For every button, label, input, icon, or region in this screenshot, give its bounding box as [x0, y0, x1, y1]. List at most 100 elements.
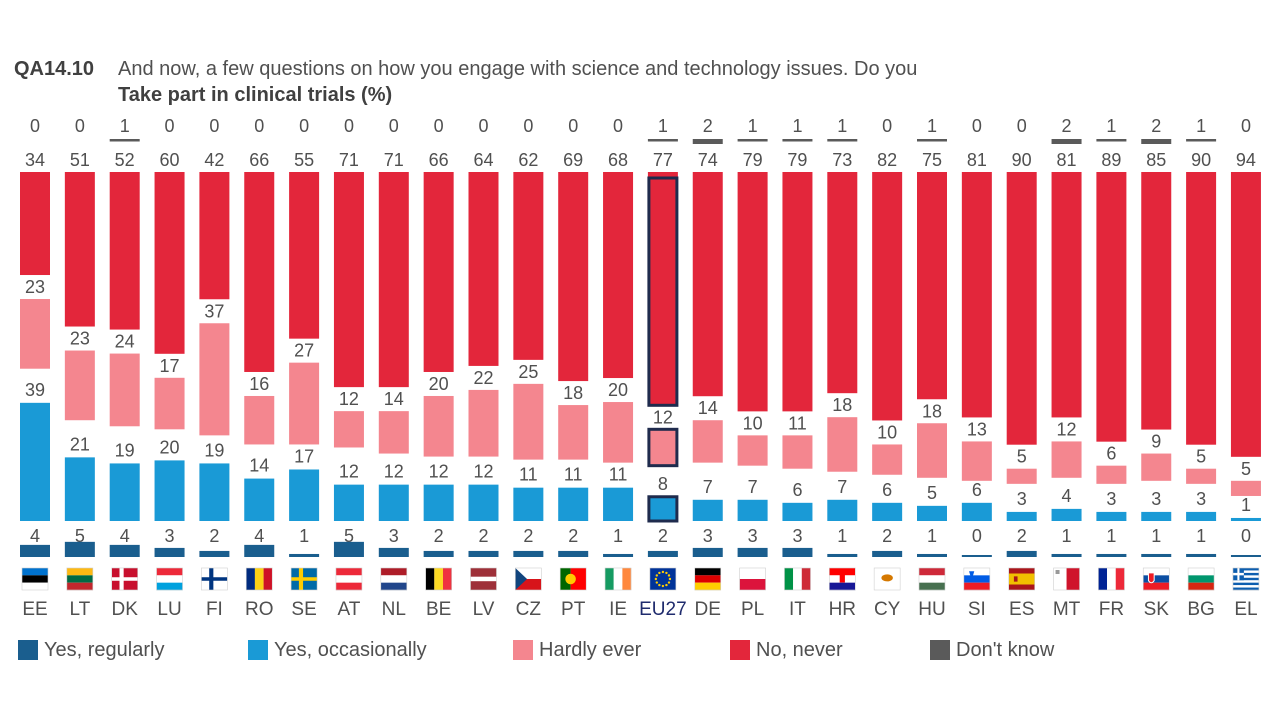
value-label-yes-regularly: 2 [523, 526, 533, 546]
country-label: HU [918, 599, 945, 620]
bar-no-never [872, 172, 903, 421]
bar-no-never [468, 172, 499, 366]
eu-highlight-outline [647, 176, 679, 407]
country-label: EL [1234, 599, 1257, 620]
value-label-yes-occasionally: 21 [70, 434, 90, 454]
dk-flag [111, 567, 138, 591]
country-column-de: 2 74 14 7 3 DE [692, 116, 723, 620]
value-label-yes-regularly: 0 [972, 526, 982, 546]
value-label-hardly-ever: 17 [160, 356, 180, 376]
country-column-pl: 1 79 10 7 3 PL [737, 116, 768, 620]
value-label-dont-know: 1 [1196, 116, 1206, 136]
bar-yes-regularly [1141, 553, 1172, 557]
bar-hardly-ever [423, 395, 454, 457]
country-column-it: 1 79 11 6 3 IT [782, 116, 813, 620]
country-label: FR [1099, 599, 1124, 620]
ee-flag [21, 567, 49, 591]
legend-swatch-icon [930, 640, 950, 660]
country-column-cy: 0 82 10 6 2 CY [872, 116, 903, 620]
legend-label: Yes, occasionally [274, 638, 427, 661]
bar-yes-occasionally [378, 484, 409, 521]
country-label: EE [22, 599, 47, 620]
value-label-dont-know: 0 [1017, 116, 1027, 136]
value-label-no-never: 34 [25, 150, 45, 170]
country-label: IT [789, 599, 806, 620]
bar-dont-know [737, 139, 768, 142]
value-label-yes-regularly: 2 [434, 526, 444, 546]
legend-label: Hardly ever [539, 638, 642, 661]
bar-no-never [1006, 172, 1037, 445]
bar-yes-regularly [109, 544, 140, 557]
bg-flag [1187, 567, 1215, 591]
legend-swatch-icon [18, 640, 38, 660]
value-label-yes-occasionally: 12 [384, 462, 404, 482]
country-column-lt: 0 51 23 21 5 LT [64, 116, 95, 620]
value-label-yes-regularly: 2 [1017, 526, 1027, 546]
bar-yes-occasionally [154, 460, 185, 521]
nl-flag [380, 567, 408, 591]
value-label-dont-know: 2 [1062, 116, 1072, 136]
bar-yes-occasionally [109, 463, 140, 521]
country-label: ES [1009, 599, 1034, 620]
value-label-dont-know: 1 [792, 116, 802, 136]
country-column-fi: 0 42 37 19 2 FI [199, 116, 230, 620]
bar-yes-occasionally [603, 487, 634, 521]
legend-item-no-never: No, never [730, 636, 843, 664]
bar-no-never [333, 172, 364, 388]
country-label: BE [426, 599, 451, 620]
bar-yes-regularly [1051, 553, 1082, 557]
bar-no-never [603, 172, 634, 379]
value-label-yes-occasionally: 3 [1196, 489, 1206, 509]
country-column-nl: 0 71 14 12 3 NL [378, 116, 409, 620]
country-label: LT [69, 599, 90, 620]
bar-no-never [64, 172, 95, 327]
legend-swatch-icon [513, 640, 533, 660]
value-label-hardly-ever: 23 [25, 277, 45, 297]
bar-hardly-ever [20, 299, 50, 369]
at-flag [335, 567, 363, 591]
bar-yes-regularly [378, 547, 409, 557]
se-flag [290, 567, 318, 591]
value-label-dont-know: 1 [120, 116, 130, 136]
country-column-se: 0 55 27 17 1 SE [289, 116, 320, 620]
value-label-hardly-ever: 5 [1017, 447, 1027, 467]
bar-dont-know [917, 139, 947, 142]
value-label-no-never: 64 [473, 150, 493, 170]
bar-hardly-ever [1186, 468, 1217, 484]
si-flag [963, 567, 991, 591]
country-label: NL [382, 599, 406, 620]
value-label-yes-occasionally: 6 [972, 480, 982, 500]
value-label-yes-occasionally: 17 [294, 446, 314, 466]
bar-dont-know [1186, 139, 1217, 142]
bar-no-never [1230, 172, 1261, 457]
bar-hardly-ever [647, 429, 678, 466]
country-label: MT [1053, 599, 1081, 620]
value-label-yes-occasionally: 20 [160, 437, 180, 457]
country-column-at: 0 71 12 12 5 AT [333, 116, 364, 620]
value-label-yes-occasionally: 4 [1062, 486, 1072, 506]
value-label-hardly-ever: 14 [384, 389, 404, 409]
bar-yes-occasionally [333, 484, 364, 521]
bar-yes-regularly [872, 550, 903, 557]
lu-flag [156, 567, 183, 591]
bar-yes-regularly [1230, 555, 1261, 557]
country-label: LV [473, 599, 495, 620]
value-label-dont-know: 0 [165, 116, 175, 136]
value-label-yes-regularly: 0 [1241, 526, 1251, 546]
value-label-no-never: 73 [832, 150, 852, 170]
legend-label: Yes, regularly [44, 638, 165, 661]
bar-hardly-ever [468, 389, 499, 457]
value-label-no-never: 81 [967, 150, 987, 170]
bar-hardly-ever [378, 411, 409, 454]
value-label-no-never: 62 [518, 150, 538, 170]
bar-yes-regularly [1096, 553, 1127, 557]
es-flag [1008, 567, 1036, 591]
legend-item-hardly-ever: Hardly ever [513, 636, 641, 664]
ie-flag [604, 567, 632, 591]
bar-no-never [782, 172, 813, 412]
bar-yes-regularly [333, 541, 364, 557]
value-label-yes-regularly: 2 [658, 526, 668, 546]
bar-yes-regularly [513, 550, 544, 557]
legend-item-yes-regularly: Yes, regularly [18, 636, 164, 664]
